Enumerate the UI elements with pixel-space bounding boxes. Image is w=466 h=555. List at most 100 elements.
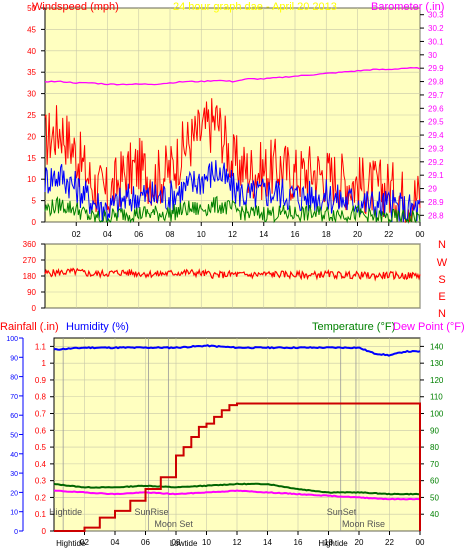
direction-series (44, 267, 421, 282)
compass-letter: N (438, 239, 446, 251)
humidity-tick-label: 10 (10, 510, 18, 517)
event-label: Moon Rise (342, 519, 385, 529)
wind-time-tick-label: 12 (228, 230, 237, 239)
rain-time-tick-label: 02 (80, 538, 89, 547)
windspeed-tick-label: 45 (27, 25, 36, 34)
windspeed-tick-label: 35 (27, 68, 36, 77)
rainfall-series-line (54, 402, 421, 532)
rain-temp-time-axis: 02 04 06 08 10 12 14 16 18 20 22 00 (80, 531, 425, 547)
rain-time-tick-label: 16 (294, 538, 303, 547)
wind-time-tick-label: 20 (353, 230, 362, 239)
temperature-label: Temperature (°F) (312, 321, 395, 333)
rainfall-tick-label: 0 (42, 527, 47, 536)
rain-time-tick-label: 20 (355, 538, 364, 547)
rain-temp-series (53, 344, 421, 532)
tide-label: Lowtide (170, 539, 198, 548)
humidity-axis: 0 10 20 30 40 50 60 70 80 90 100 (6, 336, 24, 536)
humidity-label: Humidity (%) (66, 321, 129, 333)
rain-time-tick-label: 18 (324, 538, 333, 547)
rainfall-tick-label: 1 (42, 359, 47, 368)
wind-time-axis: 02 04 06 08 10 12 14 16 18 20 22 00 (72, 222, 425, 239)
direction-series-line (44, 267, 421, 282)
rainfall-tick-label: 0.4 (35, 460, 47, 469)
gust-series-line (44, 98, 421, 224)
rainfall-label: Rainfall (.in) (0, 321, 59, 333)
rainfall-tick-label: 1.1 (35, 342, 47, 351)
tide-label: Hightide (56, 539, 86, 548)
humidity-tick-label: 30 (10, 471, 18, 478)
dewpoint-label: Dew Point (°F) (393, 321, 465, 333)
rain-time-tick-label: 12 (233, 538, 242, 547)
windspeed-tick-label: 20 (27, 132, 36, 141)
min-series-line (44, 195, 421, 224)
windspeed-label: Windspeed (mph) (32, 1, 119, 13)
barometer-series-line (44, 67, 421, 86)
compass-letter: N (438, 308, 446, 320)
wind-time-tick-label: 16 (291, 230, 300, 239)
rain-time-tick-label: 04 (111, 538, 120, 547)
barometer-tick-label: 29.1 (428, 171, 444, 180)
barometer-tick-label: 29.5 (428, 118, 444, 127)
rainfall-tick-label: 0.7 (35, 410, 47, 419)
windspeed-tick-label: 50 (27, 4, 36, 13)
barometer-tick-label: 29.9 (428, 64, 444, 73)
temperature-tick-label: 80 (430, 443, 439, 452)
barometer-tick-label: 29 (428, 185, 437, 194)
tide-label: Hightide (318, 539, 348, 548)
barometer-axis: 28.8 28.9 29 29.1 29.2 29.3 29.4 29.5 29.6 29.7 29… (420, 11, 444, 220)
temperature-tick-label: 130 (430, 359, 444, 368)
windspeed-tick-label: 25 (27, 111, 36, 120)
barometer-tick-label: 28.9 (428, 198, 444, 207)
humidity-tick-label: 40 (10, 452, 18, 459)
barometer-tick-label: 29.6 (428, 104, 444, 113)
humidity-tick-label: 50 (10, 433, 18, 440)
rainfall-tick-label: 0.9 (35, 376, 47, 385)
barometer-tick-label: 29.4 (428, 131, 444, 140)
barometer-tick-label: 29.8 (428, 78, 444, 87)
barometer-tick-label: 28.8 (428, 211, 444, 220)
wind-time-tick-label: 04 (103, 230, 112, 239)
direction-tick-label: 270 (23, 256, 37, 265)
rain-time-tick-label: 06 (141, 538, 150, 547)
humidity-tick-label: 60 (10, 413, 18, 420)
humidity-tick-label: 20 (10, 490, 18, 497)
compass-letter: E (438, 291, 445, 303)
rainfall-tick-label: 0.8 (35, 393, 47, 402)
rainfall-tick-label: 0.6 (35, 426, 47, 435)
rain-time-tick-label: 22 (385, 538, 394, 547)
rain-time-tick-label: 08 (172, 538, 181, 547)
wind-time-tick-label: 10 (197, 230, 206, 239)
barometer-tick-label: 29.3 (428, 144, 444, 153)
direction-tick-label: 360 (23, 240, 37, 249)
rain-time-tick-label: 00 (416, 538, 425, 547)
rainfall-tick-label: 0.1 (35, 510, 47, 519)
wind-time-tick-label: 02 (72, 230, 81, 239)
direction-axis: 0 90 180 270 360 (23, 240, 45, 313)
barometer-label: Barometer (.in) (371, 1, 444, 13)
temperature-axis: 40 50 60 70 80 90 100 110 120 130 140 (420, 342, 444, 519)
wind-time-tick-label: 06 (134, 230, 143, 239)
wind-series (44, 67, 421, 224)
windspeed-tick-label: 40 (27, 47, 36, 56)
temperature-tick-label: 60 (430, 477, 439, 486)
rainfall-tick-label: 0.2 (35, 493, 47, 502)
rain-time-tick-label: 14 (263, 538, 272, 547)
windspeed-tick-label: 0 (32, 218, 37, 227)
windspeed-axis: 0 5 10 15 20 25 30 35 40 45 50 (27, 4, 45, 227)
windspeed-tick-label: 5 (32, 197, 37, 206)
temperature-tick-label: 140 (430, 342, 444, 351)
wind-time-tick-label: 08 (166, 230, 175, 239)
humidity-tick-label: 70 (10, 394, 18, 401)
temperature-tick-label: 70 (430, 460, 439, 469)
humidity-series-line (53, 344, 421, 357)
wind-time-tick-label: 18 (322, 230, 331, 239)
barometer-tick-label: 30.3 (428, 11, 444, 20)
event-label: Moon Set (154, 519, 193, 529)
humidity-tick-label: 100 (6, 336, 18, 343)
windspeed-tick-label: 15 (27, 154, 36, 163)
graph-title: 24 hour graph dae - April 20 2013 (173, 1, 337, 13)
